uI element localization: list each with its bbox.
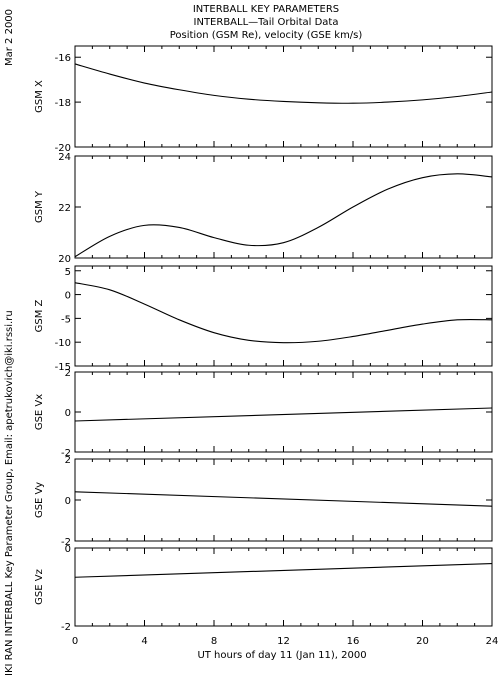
- panel-gsm-z: 5 0 -5 -10 -15 GSM Z: [34, 265, 493, 373]
- x-tick-label: 8: [211, 636, 217, 647]
- y-tick-label: 5: [65, 267, 71, 278]
- y-tick-label: -2: [61, 622, 71, 633]
- y-axis-label: GSE Vz: [34, 569, 45, 605]
- panel-gsm-y: 24 22 20 GSM Y: [34, 152, 493, 265]
- y-tick-label: 20: [58, 254, 71, 265]
- y-axis-label: GSE Vx: [34, 394, 45, 430]
- y-tick-label: -5: [61, 314, 71, 325]
- y-axis-label: GSM Y: [34, 190, 45, 223]
- series-line: [74, 63, 493, 104]
- y-tick-label: 0: [65, 408, 71, 419]
- y-tick-label: -16: [55, 53, 71, 64]
- panel-gse-vx: 2 0 -2 GSE Vx: [34, 368, 493, 459]
- y-tick-label: 0: [65, 496, 71, 507]
- panel-frame: [74, 458, 493, 542]
- series-line: [74, 491, 493, 507]
- series-line: [74, 563, 493, 578]
- x-tick-label: 24: [486, 636, 499, 647]
- y-tick-label: 22: [58, 203, 71, 214]
- panel-frame: [74, 265, 493, 367]
- title-line-3: Position (GSM Re), velocity (GSE km/s): [170, 30, 363, 41]
- x-tick-label: 4: [141, 636, 147, 647]
- y-tick-label: -20: [55, 143, 71, 154]
- y-axis-label: GSE Vy: [34, 482, 45, 518]
- x-tick-label: 0: [72, 636, 78, 647]
- y-tick-label: 0: [65, 291, 71, 302]
- series-line: [74, 282, 493, 344]
- series-line: [74, 173, 493, 258]
- panel-gse-vy: 2 0 -2 GSE Vy: [34, 455, 493, 548]
- panel-gsm-x: -16 -18 -20 GSM X: [34, 45, 493, 154]
- x-tick-label: 16: [347, 636, 360, 647]
- x-tick-label: 12: [277, 636, 290, 647]
- panel-frame: [74, 547, 493, 627]
- y-tick-label: 24: [58, 152, 71, 163]
- panel-frame: [74, 45, 493, 148]
- title-line-2: INTERBALL—Tail Orbital Data: [194, 17, 339, 28]
- y-axis-label: GSM Z: [34, 299, 45, 332]
- y-tick-label: -10: [55, 338, 71, 349]
- y-axis-label: GSM X: [34, 80, 45, 113]
- y-tick-label: 0: [65, 544, 71, 555]
- y-tick-label: -15: [55, 362, 71, 373]
- x-axis-label: UT hours of day 11 (Jan 11), 2000: [197, 650, 366, 661]
- date-stamp: Mar 2 2000: [4, 9, 15, 66]
- x-tick-label: 20: [416, 636, 429, 647]
- panel-frame: [74, 371, 493, 453]
- y-tick-label: -2: [61, 448, 71, 459]
- side-credit-text: IKI RAN INTERBALL Key Parameter Group, E…: [4, 310, 15, 676]
- title-line-1: INTERBALL KEY PARAMETERS: [193, 4, 339, 15]
- y-tick-label: -18: [55, 98, 71, 109]
- y-tick-label: 2: [65, 455, 71, 466]
- panel-gse-vz: 0 -2 GSE Vz: [34, 544, 493, 633]
- y-tick-label: -2: [61, 537, 71, 548]
- y-tick-label: 2: [65, 368, 71, 379]
- series-line: [74, 407, 493, 422]
